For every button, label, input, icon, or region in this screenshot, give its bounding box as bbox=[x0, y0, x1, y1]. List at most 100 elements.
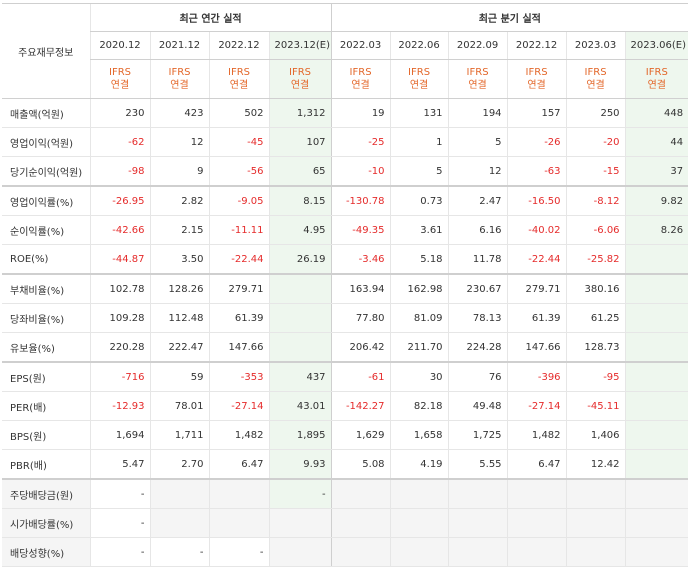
financial-summary-table: 주요재무정보 최근 연간 실적 최근 분기 실적 2020.12 2021.12 2… bbox=[2, 3, 689, 567]
table-cell: 107 bbox=[268, 127, 332, 157]
ifrs-bottom-text: 연결 bbox=[527, 80, 546, 91]
table-cell: 11.78 bbox=[447, 244, 508, 275]
table-cell bbox=[624, 420, 689, 450]
table-cell: -16.50 bbox=[506, 185, 567, 216]
table-cell: 9.93 bbox=[268, 449, 332, 480]
table-cell: 5 bbox=[447, 127, 508, 157]
table-cell: -26.95 bbox=[89, 185, 150, 216]
table-cell bbox=[565, 508, 626, 538]
table-cell: 224.28 bbox=[447, 332, 508, 363]
ifrs-label: IFRS 연결 bbox=[268, 59, 332, 99]
period-header: 2023.06(E) bbox=[624, 31, 689, 60]
table-cell bbox=[149, 508, 209, 538]
table-cell: 2.82 bbox=[149, 185, 209, 216]
ifrs-label: IFRS 연결 bbox=[89, 59, 150, 99]
row-label: PBR(배) bbox=[2, 449, 90, 480]
ifrs-top-text: IFRS bbox=[168, 67, 191, 78]
row-label: EPS(원) bbox=[2, 361, 90, 392]
table-row: BPS(원) 1,694 1,711 1,482 1,895 1,629 1,658 1,72… bbox=[2, 420, 689, 450]
annual-group-header: 최근 연간 실적 bbox=[89, 3, 332, 32]
table-cell: 1,694 bbox=[89, 420, 150, 450]
table-cell: 128.73 bbox=[565, 332, 626, 363]
table-cell: -716 bbox=[89, 361, 150, 392]
ifrs-bottom-text: 연결 bbox=[290, 80, 310, 91]
table-row: 당좌비율(%) 109.28 112.48 61.39 77.80 81.09 78.13 6… bbox=[2, 303, 689, 333]
table-cell: 437 bbox=[268, 361, 332, 392]
table-cell: 12 bbox=[447, 156, 508, 187]
ifrs-label: IFRS 연결 bbox=[447, 59, 508, 99]
table-cell: 8.26 bbox=[624, 215, 689, 245]
table-cell: 1,658 bbox=[389, 420, 449, 450]
table-cell: 12 bbox=[149, 127, 209, 157]
row-label: PER(배) bbox=[2, 391, 90, 421]
table-cell: - bbox=[149, 537, 209, 567]
table-cell: 230 bbox=[89, 98, 150, 128]
table-cell: - bbox=[268, 478, 332, 509]
table-cell bbox=[268, 508, 332, 538]
table-cell: 2.47 bbox=[447, 185, 508, 216]
row-label: 주당배당금(원) bbox=[2, 478, 90, 509]
table-cell: 279.71 bbox=[506, 273, 567, 304]
table-cell: 12.42 bbox=[565, 449, 626, 480]
table-cell: 61.39 bbox=[208, 303, 269, 333]
table-cell: -20 bbox=[565, 127, 626, 157]
table-cell: -353 bbox=[208, 361, 269, 392]
period-header: 2022.09 bbox=[447, 31, 508, 60]
table-cell: 448 bbox=[624, 98, 689, 128]
table-cell bbox=[506, 537, 567, 567]
table-row: 주당배당금(원) - - bbox=[2, 478, 689, 509]
table-cell: 147.66 bbox=[208, 332, 269, 363]
row-label: 영업이익률(%) bbox=[2, 185, 90, 216]
table-cell: 194 bbox=[447, 98, 508, 128]
table-cell: 5.18 bbox=[389, 244, 449, 275]
table-cell: 1,482 bbox=[506, 420, 567, 450]
table-cell bbox=[624, 478, 689, 509]
ifrs-bottom-text: 연결 bbox=[586, 80, 605, 91]
table-cell: 82.18 bbox=[389, 391, 449, 421]
table-cell: 5.08 bbox=[330, 449, 391, 480]
table-cell: 5.47 bbox=[89, 449, 150, 480]
table-row: PBR(배) 5.47 2.70 6.47 9.93 5.08 4.19 5.55 6.47 12… bbox=[2, 449, 689, 480]
table-cell: 6.16 bbox=[447, 215, 508, 245]
ifrs-bottom-text: 연결 bbox=[351, 80, 370, 91]
table-cell bbox=[268, 273, 332, 304]
table-cell: 65 bbox=[268, 156, 332, 187]
table-cell: - bbox=[89, 508, 150, 538]
table-cell bbox=[268, 332, 332, 363]
table-cell bbox=[268, 537, 332, 567]
table-cell: 162.98 bbox=[389, 273, 449, 304]
table-cell bbox=[389, 537, 449, 567]
table-cell: -15 bbox=[565, 156, 626, 187]
table-cell: 4.19 bbox=[389, 449, 449, 480]
table-cell bbox=[330, 537, 391, 567]
table-cell bbox=[624, 273, 689, 304]
table-cell bbox=[624, 303, 689, 333]
row-label: 당기순이익(억원) bbox=[2, 156, 90, 187]
table-cell: 1,406 bbox=[565, 420, 626, 450]
table-cell: -27.14 bbox=[506, 391, 567, 421]
table-cell bbox=[624, 508, 689, 538]
table-cell: 78.01 bbox=[149, 391, 209, 421]
table-cell bbox=[389, 508, 449, 538]
table-cell: 279.71 bbox=[208, 273, 269, 304]
period-header: 2022.12 bbox=[506, 31, 567, 60]
period-header: 2020.12 bbox=[89, 31, 150, 60]
table-cell: 61.39 bbox=[506, 303, 567, 333]
table-cell: - bbox=[89, 478, 150, 509]
table-cell: 131 bbox=[389, 98, 449, 128]
row-label: 영업이익(억원) bbox=[2, 127, 90, 157]
table-cell: 8.15 bbox=[268, 185, 332, 216]
table-row: 순이익률(%) -42.66 2.15 -11.11 4.95 -49.35 3.61 6.1… bbox=[2, 215, 689, 245]
table-cell bbox=[389, 478, 449, 509]
table-row: 영업이익률(%) -26.95 2.82 -9.05 8.15 -130.78 0.73 2.… bbox=[2, 185, 689, 216]
table-cell: -63 bbox=[506, 156, 567, 187]
ifrs-top-text: IFRS bbox=[289, 67, 312, 78]
table-row: EPS(원) -716 59 -353 437 -61 30 76 -396 -95 bbox=[2, 361, 689, 392]
table-cell: 112.48 bbox=[149, 303, 209, 333]
ifrs-label: IFRS 연결 bbox=[506, 59, 567, 99]
table-cell: 49.48 bbox=[447, 391, 508, 421]
table-cell bbox=[447, 478, 508, 509]
table-cell: 423 bbox=[149, 98, 209, 128]
table-cell: -3.46 bbox=[330, 244, 391, 275]
table-cell: -22.44 bbox=[506, 244, 567, 275]
